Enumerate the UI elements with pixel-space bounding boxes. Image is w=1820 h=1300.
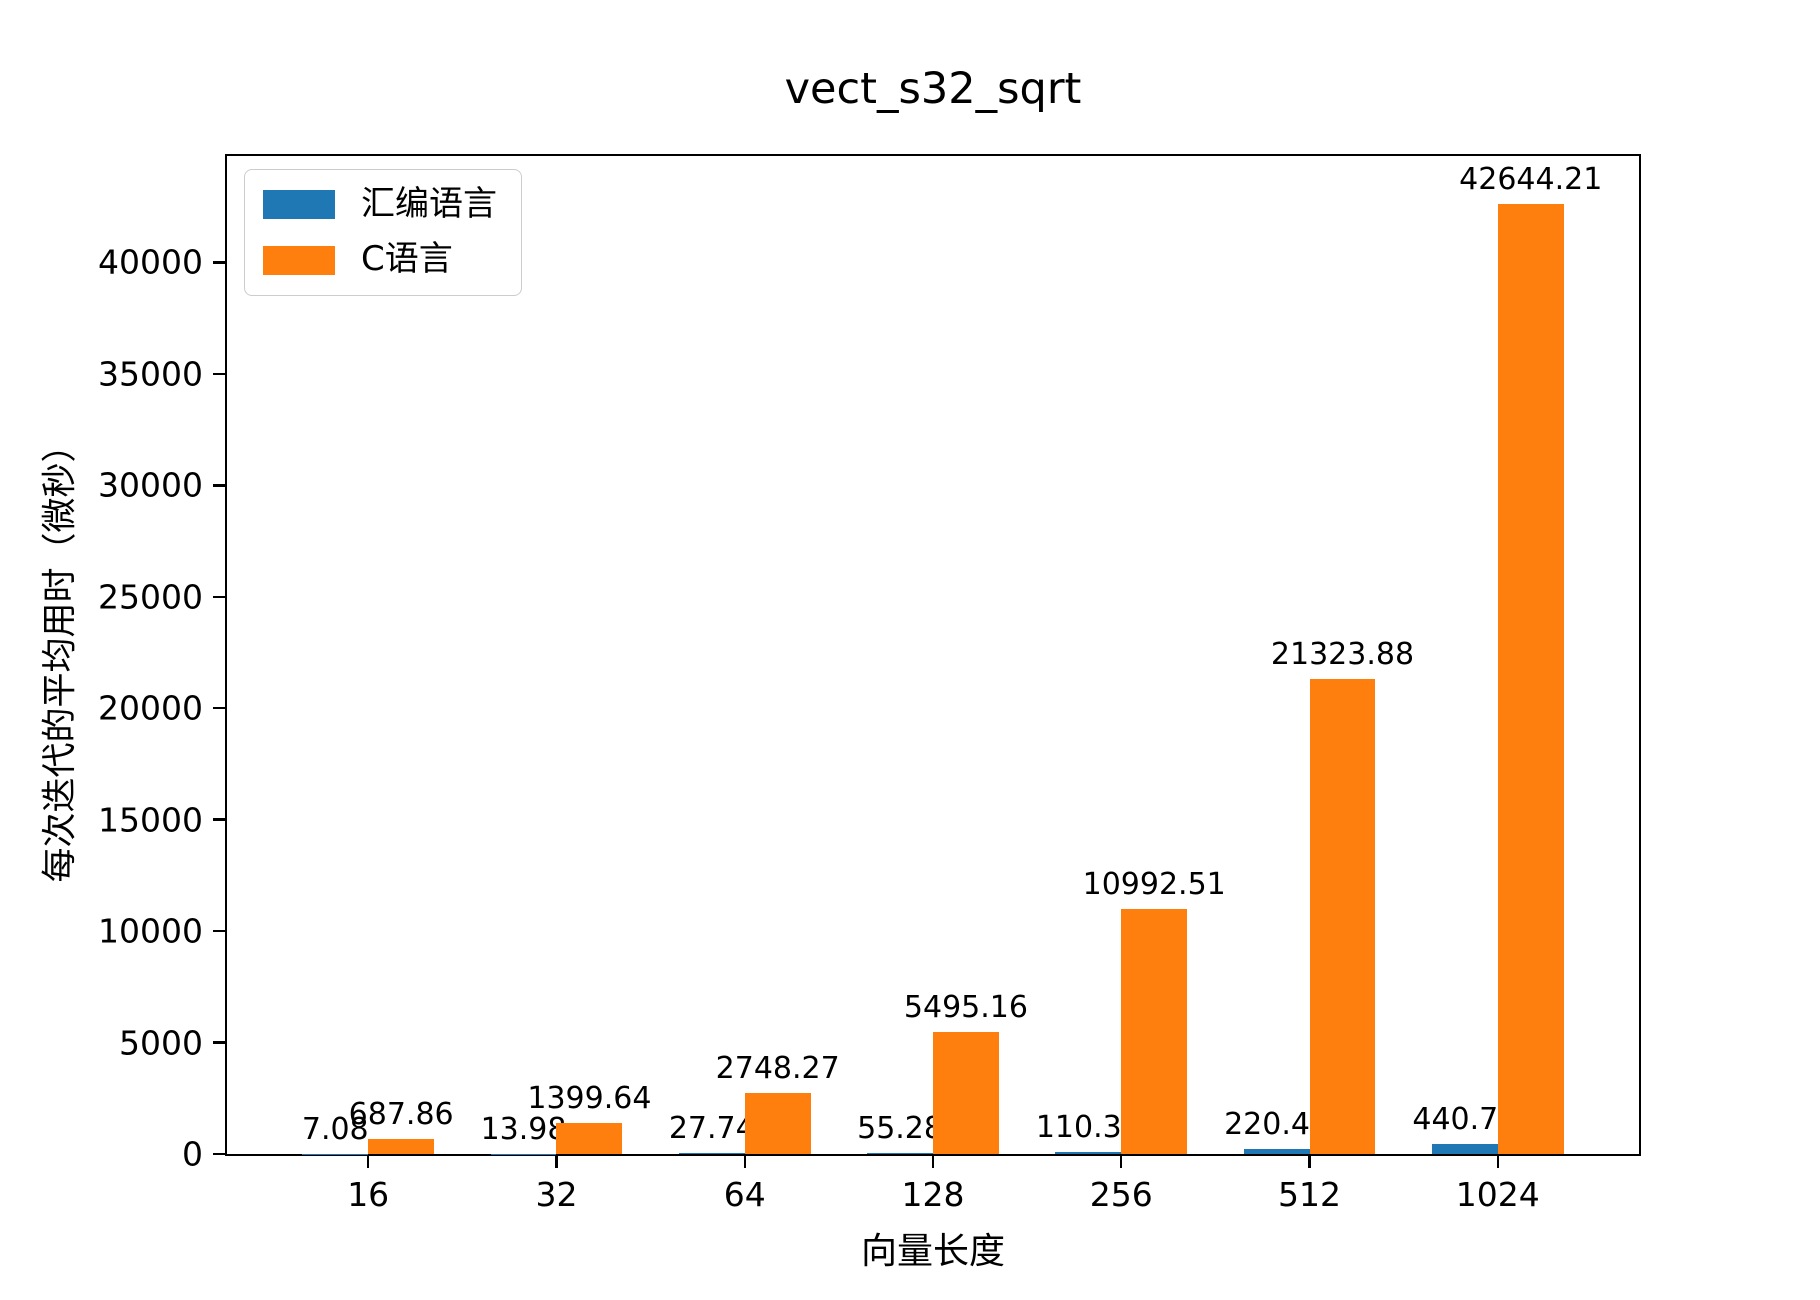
x-tick-label: 1024 (1455, 1175, 1540, 1214)
bar-series2 (556, 1122, 623, 1154)
y-tick-mark (213, 818, 225, 821)
y-tick-mark (213, 595, 225, 598)
y-tick-mark (213, 929, 225, 933)
y-tick-label: 25000 (98, 577, 203, 617)
x-tick-label: 128 (901, 1175, 965, 1214)
y-tick-label: 0 (182, 1134, 203, 1174)
bar-series1 (1243, 1149, 1310, 1154)
y-tick-label: 35000 (98, 354, 203, 394)
y-tick-label: 30000 (98, 465, 203, 505)
plot-area: 汇编语言 C语言 7.08 13.98 27.74 55.28 110.34 220.48 4… (225, 154, 1641, 1156)
bar-value-label: 5495.16 (903, 989, 1028, 1025)
bar-value-label: 21323.88 (1270, 636, 1415, 672)
bar-value-label: 687.86 (348, 1096, 454, 1132)
bar-series2 (1309, 678, 1376, 1154)
bar-value-label: 1399.64 (527, 1080, 652, 1116)
y-tick-label: 5000 (119, 1023, 203, 1063)
x-tick-mark (1496, 1156, 1499, 1168)
y-tick-label: 15000 (98, 800, 203, 840)
legend: 汇编语言 C语言 (244, 169, 522, 296)
legend-label: 汇编语言 (361, 184, 497, 224)
x-tick-mark (555, 1156, 558, 1168)
y-tick-label: 10000 (98, 911, 203, 951)
x-tick-label: 16 (347, 1175, 390, 1214)
y-tick-mark (213, 707, 225, 710)
x-tick-mark (1308, 1156, 1311, 1168)
chart-title: vect_s32_sqrt (784, 64, 1082, 114)
x-tick-mark (743, 1156, 746, 1168)
legend-item: C语言 (263, 239, 497, 280)
y-tick-mark (213, 1152, 225, 1156)
x-tick-mark (1120, 1156, 1123, 1168)
bar-value-label: 7.08 (301, 1111, 369, 1147)
bar-series2 (933, 1031, 999, 1154)
bar-series2 (1497, 203, 1564, 1154)
bar-series1 (867, 1152, 933, 1154)
bar-value-label: 10992.51 (1082, 867, 1226, 902)
bar-value-label: 55.28 (857, 1110, 943, 1146)
x-tick-mark (931, 1156, 935, 1168)
bar-series1 (1431, 1144, 1498, 1154)
legend-item: 汇编语言 (263, 184, 497, 224)
x-axis-label: 向量长度 (860, 1231, 1005, 1272)
y-axis-label: 每次迭代的平均用时（微秒） (40, 427, 81, 883)
legend-label: C语言 (361, 239, 453, 280)
y-tick-mark (213, 1041, 225, 1044)
bar-series1 (1055, 1151, 1122, 1154)
bar-value-label: 27.74 (668, 1111, 755, 1147)
bar-value-label: 2748.27 (715, 1050, 840, 1086)
bar-series2 (1121, 909, 1188, 1154)
bar-series1 (678, 1153, 745, 1154)
bar-series2 (368, 1138, 435, 1154)
legend-swatch-series1 (263, 190, 335, 220)
bar-value-label: 42644.21 (1459, 161, 1603, 197)
x-tick-label: 32 (535, 1175, 578, 1214)
x-tick-label: 512 (1278, 1175, 1342, 1214)
x-tick-label: 256 (1089, 1175, 1153, 1214)
y-tick-mark (213, 261, 225, 264)
legend-swatch-series2 (263, 245, 335, 275)
bar-value-label: 13.98 (480, 1111, 567, 1147)
y-tick-label: 20000 (98, 688, 203, 728)
x-tick-label: 64 (723, 1175, 766, 1214)
bar-series2 (744, 1092, 811, 1154)
y-tick-label: 40000 (98, 242, 203, 282)
y-tick-mark (213, 484, 225, 487)
x-tick-mark (367, 1156, 370, 1168)
y-tick-mark (213, 372, 225, 376)
